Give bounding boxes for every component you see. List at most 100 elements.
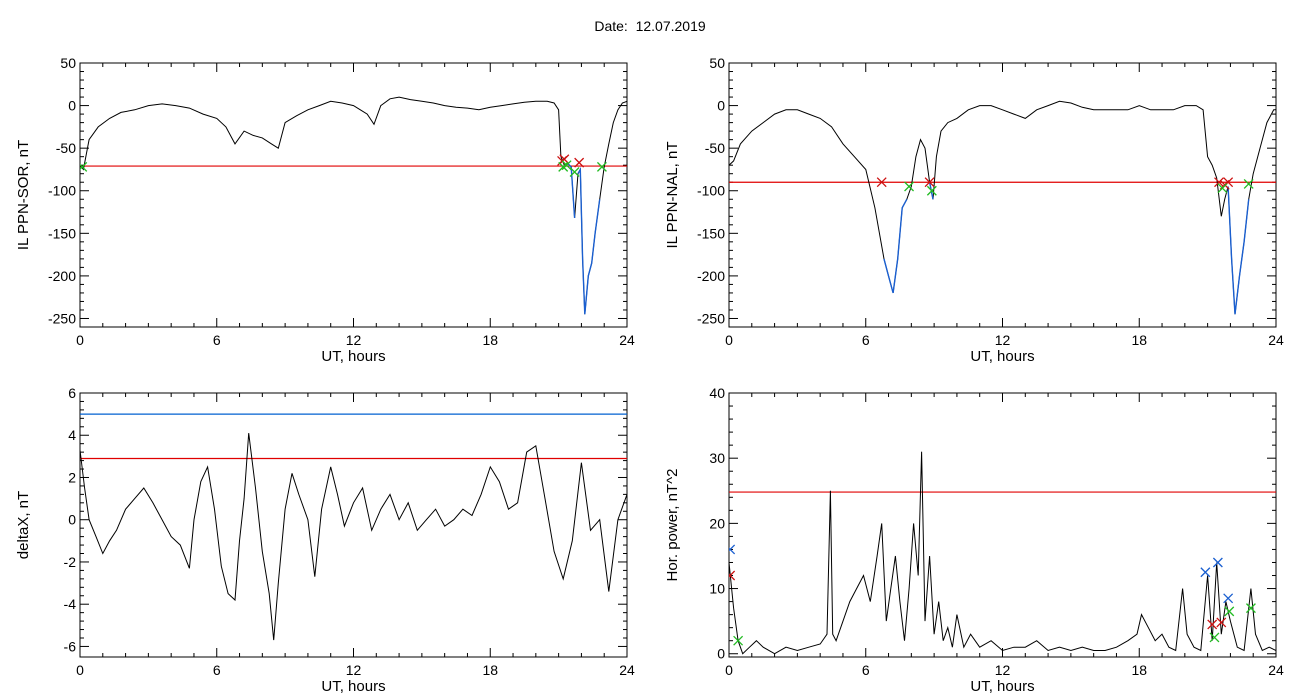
- x-tick-label: 6: [862, 332, 870, 348]
- y-tick-label: -6: [64, 638, 77, 654]
- marker-x-green: [596, 161, 607, 172]
- date-value: 12.07.2019: [635, 18, 706, 34]
- x-tick-label: 24: [619, 662, 635, 678]
- marker-x-red: [574, 157, 585, 168]
- marker-stroke: [926, 185, 937, 196]
- marker-stroke: [1217, 183, 1228, 194]
- x-tick-label: 18: [482, 332, 498, 348]
- marker-stroke: [733, 635, 744, 646]
- x-tick-label: 12: [346, 332, 362, 348]
- y-tick-label: 0: [68, 98, 76, 114]
- marker-stroke: [80, 161, 88, 171]
- marker-stroke: [1214, 177, 1224, 188]
- marker-stroke: [1245, 603, 1256, 614]
- y-tick-label: 50: [709, 55, 725, 71]
- marker-stroke: [1207, 619, 1218, 630]
- marker-x-red: [924, 177, 935, 188]
- marker-x-green: [80, 161, 88, 172]
- panel-deltax: 0 6 12 18 24 6 4 2 0 -2 -4 -6 UT, hours deltaX, nT: [15, 385, 635, 695]
- marker-stroke: [1243, 178, 1254, 189]
- y-tick-label: 10: [709, 581, 725, 597]
- series-line: [80, 433, 627, 641]
- x-tick-label: 12: [995, 662, 1011, 678]
- marker-x-green: [904, 181, 915, 192]
- x-axis-title: UT, hours: [321, 678, 385, 695]
- x-tick-label: 0: [725, 332, 733, 348]
- marker-stroke: [1209, 632, 1220, 643]
- marker-x-green: [733, 635, 744, 646]
- y-axis-title: Hor. power, nT^2: [664, 469, 681, 582]
- marker-x-green: [561, 160, 572, 171]
- y-tick-label: -200: [697, 268, 725, 284]
- y-tick-label: 0: [717, 98, 725, 114]
- plot-area: [80, 413, 627, 641]
- marker-stroke: [559, 154, 570, 165]
- marker-x-green: [926, 185, 937, 196]
- x-tick-label: 6: [862, 662, 870, 678]
- x-axis-title: UT, hours: [970, 678, 1034, 695]
- plot-frame: [728, 392, 1277, 658]
- x-tick-label: 24: [1268, 662, 1284, 678]
- marker-x-green: [1224, 606, 1235, 617]
- x-tick-label: 0: [76, 332, 84, 348]
- series-line: [729, 100, 1276, 315]
- x-tick-label: 24: [619, 332, 635, 348]
- date-label: Date:: [594, 18, 628, 34]
- marker-x-blue: [1200, 567, 1211, 578]
- marker-stroke: [924, 177, 935, 188]
- x-tick-label: 12: [995, 332, 1011, 348]
- y-tick-label: 0: [717, 646, 725, 662]
- marker-stroke: [569, 167, 580, 177]
- y-tick-label: -250: [48, 310, 76, 326]
- y-tick-label: 20: [709, 515, 725, 531]
- x-tick-label: 0: [725, 662, 733, 678]
- marker-x-red: [1214, 177, 1224, 188]
- x-axis-title: UT, hours: [321, 348, 385, 365]
- y-tick-label: -100: [697, 183, 725, 199]
- marker-x-blue: [1223, 593, 1234, 604]
- plot-frame: [728, 62, 1277, 328]
- marker-stroke: [1216, 617, 1227, 628]
- marker-x-green: [569, 167, 580, 177]
- marker-stroke: [1223, 593, 1234, 604]
- x-tick-label: 18: [1131, 662, 1147, 678]
- plot-frame: [79, 392, 628, 658]
- y-tick-label: 30: [709, 450, 725, 466]
- marker-stroke: [561, 160, 572, 171]
- marker-stroke: [729, 544, 736, 552]
- y-tick-label: 0: [68, 512, 76, 528]
- series-line: [729, 451, 1276, 655]
- page-title: Date: 12.07.2019: [0, 18, 1300, 34]
- marker-stroke: [574, 157, 585, 168]
- y-tick-label: -100: [48, 183, 76, 199]
- marker-x-blue: [1212, 557, 1223, 568]
- y-tick-label: -2: [64, 554, 77, 570]
- plot-frame: [79, 62, 628, 328]
- marker-x-red: [1207, 619, 1218, 630]
- event-segment: [1227, 186, 1250, 315]
- marker-stroke: [904, 181, 915, 192]
- marker-x-red: [876, 177, 887, 188]
- y-axis-title: IL PPN-NAL, nT: [664, 142, 681, 249]
- x-tick-label: 12: [346, 662, 362, 678]
- marker-stroke: [596, 161, 607, 172]
- y-tick-label: -150: [697, 225, 725, 241]
- panel-hor-power: 0 6 12 18 24 40 30 20 10 0 UT, hours Hor. power, nT…: [664, 385, 1284, 695]
- x-tick-label: 18: [482, 662, 498, 678]
- y-tick-label: 50: [60, 55, 76, 71]
- y-tick-label: -50: [56, 140, 76, 156]
- y-tick-label: -150: [48, 225, 76, 241]
- event-segment: [577, 166, 601, 315]
- y-tick-label: -250: [697, 310, 725, 326]
- marker-x-green: [1209, 632, 1220, 643]
- panel-il-ppn-nal: 0 6 12 18 24 50 0 -50 -100 -150 -200 -250 UT, hours I…: [664, 55, 1284, 365]
- x-tick-label: 18: [1131, 332, 1147, 348]
- y-tick-label: 4: [68, 427, 76, 443]
- x-tick-label: 6: [213, 662, 221, 678]
- y-axis-title: deltaX, nT: [15, 491, 32, 559]
- marker-stroke: [729, 570, 736, 578]
- y-tick-label: 2: [68, 469, 76, 485]
- marker-x-green: [1245, 603, 1256, 614]
- y-tick-label: 6: [68, 385, 76, 401]
